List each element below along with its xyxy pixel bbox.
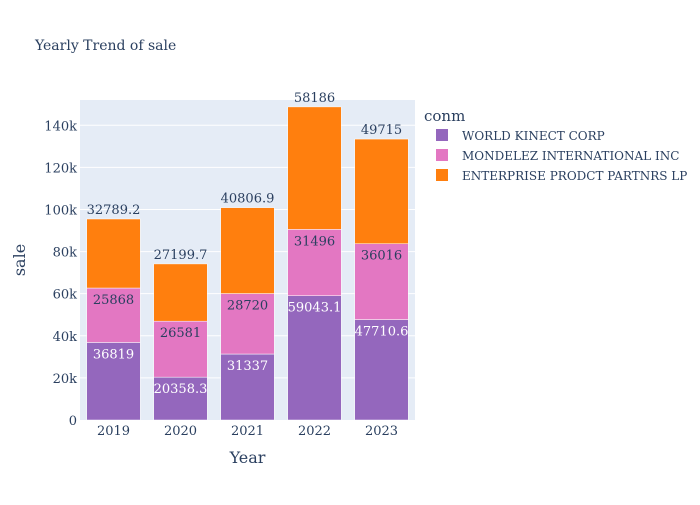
legend: conm WORLD KINECT CORP MONDELEZ INTERNATI… (424, 107, 687, 183)
chart-title: Yearly Trend of sale (34, 38, 176, 54)
y-tick-label: 100k (44, 203, 77, 218)
bar-value-label: 47710.6 (355, 325, 409, 340)
x-tick-label: 2022 (298, 424, 331, 439)
x-tick-label: 2021 (231, 424, 264, 439)
legend-swatch (436, 149, 448, 161)
y-axis-label: sale (10, 244, 29, 276)
bar-segment (354, 243, 409, 320)
bar-segment (220, 207, 275, 294)
bar-value-label: 32789.2 (87, 203, 141, 218)
bar-segment (86, 342, 141, 421)
bar-value-label: 58186 (294, 91, 335, 106)
bar-segment (86, 218, 141, 289)
bar-value-label: 40806.9 (221, 192, 275, 207)
bar-segment (287, 106, 342, 230)
x-axis-label: Year (229, 448, 266, 467)
bar-segment (220, 293, 275, 355)
bar-segment (153, 376, 208, 421)
x-tick-label: 2019 (97, 424, 130, 439)
y-tick-label: 20k (53, 372, 78, 387)
bar-value-label: 27199.7 (154, 248, 208, 263)
x-tick-label: 2023 (365, 424, 398, 439)
bar-value-label: 59043.1 (288, 301, 342, 316)
bar-value-label: 36016 (361, 249, 402, 264)
legend-entry: WORLD KINECT CORP (462, 129, 605, 143)
bar-value-label: 36819 (93, 347, 134, 362)
y-tick-label: 60k (53, 288, 78, 303)
bar-labels: 36819 25868 32789.2 20358.3 26581 27199.7 3133… (87, 91, 409, 397)
bar-segment (354, 138, 409, 244)
legend-swatch (436, 169, 448, 181)
legend-swatch (436, 129, 448, 141)
bar-segment (86, 287, 141, 343)
y-axis-ticks: 0 20k 40k 60k 80k 100k 120k 140k (44, 119, 77, 429)
legend-entry: MONDELEZ INTERNATIONAL INC (462, 149, 679, 163)
y-tick-label: 120k (44, 161, 77, 176)
bar-value-label: 20358.3 (154, 382, 208, 397)
y-tick-label: 80k (53, 246, 78, 261)
bar-value-label: 49715 (361, 123, 402, 138)
bar-segment (354, 319, 409, 421)
x-axis-ticks: 2019 2020 2021 2022 2023 (97, 424, 398, 439)
bar-segment (153, 263, 208, 322)
bar-segment (287, 295, 342, 421)
bar-value-label: 25868 (93, 293, 134, 308)
y-tick-label: 140k (44, 119, 77, 134)
legend-title: conm (424, 107, 465, 125)
bar-segment (220, 353, 275, 421)
bars (86, 106, 409, 421)
x-tick-label: 2020 (164, 424, 197, 439)
y-tick-label: 0 (69, 414, 77, 429)
bar-segment (153, 320, 208, 378)
bar-value-label: 28720 (227, 299, 268, 314)
bar-value-label: 31496 (294, 234, 335, 249)
bar-value-label: 31337 (227, 359, 268, 374)
legend-entry: ENTERPRISE PRODCT PARTNRS LP (462, 169, 687, 183)
bar-value-label: 26581 (160, 326, 201, 341)
y-tick-label: 40k (53, 330, 78, 345)
